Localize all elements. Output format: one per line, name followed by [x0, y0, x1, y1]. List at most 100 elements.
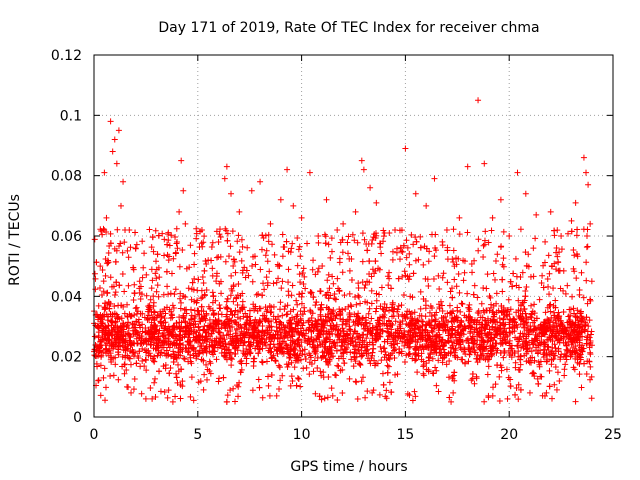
data-point — [373, 336, 380, 343]
data-point — [202, 329, 209, 336]
data-point — [295, 336, 302, 343]
data-point — [517, 302, 524, 309]
data-point — [234, 302, 241, 309]
data-point — [455, 323, 462, 330]
data-point — [302, 285, 309, 292]
data-point — [223, 398, 230, 405]
data-point — [551, 227, 558, 234]
data-point — [583, 259, 590, 266]
data-point — [163, 268, 170, 275]
data-point — [235, 281, 242, 288]
data-point — [131, 312, 138, 319]
data-point — [445, 332, 452, 339]
data-point — [451, 276, 458, 283]
data-point — [117, 202, 124, 209]
data-point — [91, 270, 98, 277]
data-point — [458, 330, 465, 337]
data-point — [407, 327, 414, 334]
data-point — [104, 260, 111, 267]
data-point — [167, 290, 174, 297]
data-point — [288, 332, 295, 339]
data-point — [441, 322, 448, 329]
data-point — [489, 317, 496, 324]
data-point — [500, 255, 507, 262]
data-point — [521, 324, 528, 331]
data-point — [187, 393, 194, 400]
data-point — [272, 358, 279, 365]
data-point — [502, 339, 509, 346]
data-point — [512, 391, 519, 398]
data-point — [511, 349, 518, 356]
data-point — [224, 316, 231, 323]
data-point — [107, 230, 114, 237]
data-point — [386, 269, 393, 276]
data-point — [480, 284, 487, 291]
data-point — [292, 346, 299, 353]
data-point — [568, 217, 575, 224]
data-point — [241, 334, 248, 341]
data-point — [92, 341, 99, 348]
data-point — [381, 345, 388, 352]
data-point — [223, 356, 230, 363]
data-point — [475, 236, 482, 243]
data-point — [332, 296, 339, 303]
data-point — [299, 347, 306, 354]
data-point — [311, 348, 318, 355]
data-point — [230, 339, 237, 346]
data-point — [191, 250, 198, 257]
data-point — [162, 325, 169, 332]
data-point — [298, 300, 305, 307]
data-point — [221, 175, 228, 182]
data-point — [363, 319, 370, 326]
data-point — [546, 367, 553, 374]
data-point — [303, 327, 310, 334]
data-point — [425, 258, 432, 265]
data-point — [238, 357, 245, 364]
data-point — [565, 313, 572, 320]
data-point — [179, 378, 186, 385]
data-point — [482, 228, 489, 235]
data-point — [242, 274, 249, 281]
data-point — [460, 277, 467, 284]
data-point — [583, 314, 590, 321]
data-point — [554, 253, 561, 260]
data-point — [574, 307, 581, 314]
data-point — [406, 250, 413, 257]
data-point — [351, 354, 358, 361]
data-point — [287, 317, 294, 324]
data-point — [450, 389, 457, 396]
data-point — [327, 322, 334, 329]
data-point — [452, 334, 459, 341]
data-point — [182, 220, 189, 227]
data-point — [547, 301, 554, 308]
data-point — [515, 381, 522, 388]
data-point — [102, 384, 109, 391]
data-point — [507, 306, 514, 313]
data-point — [273, 346, 280, 353]
data-point — [130, 264, 137, 271]
data-point — [112, 319, 119, 326]
data-point — [95, 302, 102, 309]
data-point — [333, 347, 340, 354]
data-point — [283, 238, 290, 245]
data-point — [384, 362, 391, 369]
data-point — [220, 374, 227, 381]
data-point — [105, 250, 112, 257]
data-point — [587, 363, 594, 370]
data-point — [255, 319, 262, 326]
data-point — [498, 308, 505, 315]
data-point — [287, 382, 294, 389]
data-point — [568, 228, 575, 235]
data-point — [391, 341, 398, 348]
data-point — [424, 329, 431, 336]
data-point — [556, 312, 563, 319]
data-point — [394, 340, 401, 347]
data-point — [537, 322, 544, 329]
data-point — [130, 340, 137, 347]
data-point — [150, 293, 157, 300]
data-point — [447, 288, 454, 295]
data-point — [561, 372, 568, 379]
data-point — [246, 342, 253, 349]
data-point — [545, 283, 552, 290]
data-point — [198, 226, 205, 233]
